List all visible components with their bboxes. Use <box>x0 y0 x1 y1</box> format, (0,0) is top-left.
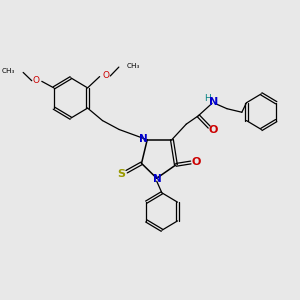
Text: S: S <box>117 169 125 179</box>
Text: O: O <box>208 125 218 135</box>
Text: N: N <box>209 98 218 107</box>
Text: N: N <box>153 174 162 184</box>
Text: CH₃: CH₃ <box>127 63 140 69</box>
Text: H: H <box>204 94 211 103</box>
Text: O: O <box>32 76 39 85</box>
Text: CH₃: CH₃ <box>2 68 15 74</box>
Text: O: O <box>192 157 201 167</box>
Text: N: N <box>139 134 148 144</box>
Text: O: O <box>103 71 110 80</box>
